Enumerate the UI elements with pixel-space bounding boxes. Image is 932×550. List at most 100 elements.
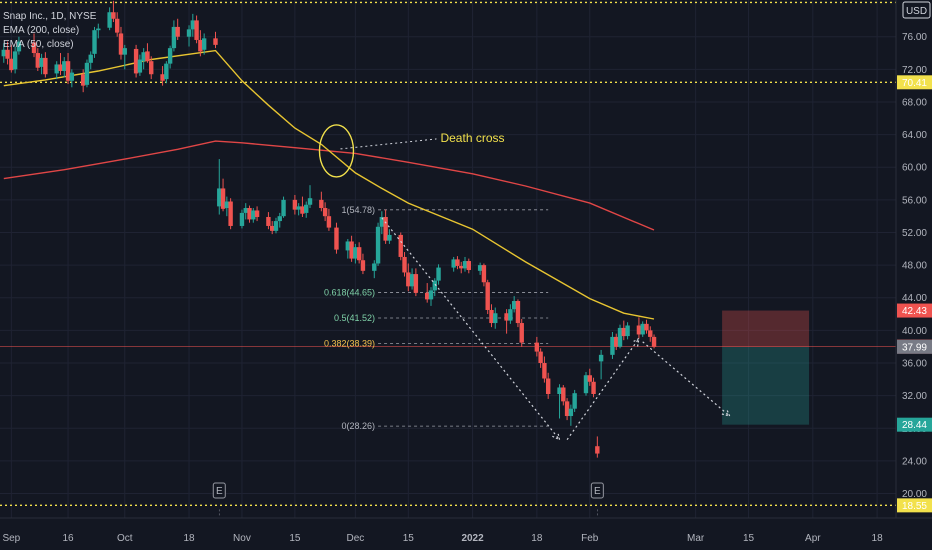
candle-body bbox=[35, 53, 41, 68]
fib-level-label: 0.618(44.65) bbox=[324, 287, 375, 297]
y-tick-label: 56.00 bbox=[902, 195, 927, 206]
arrow-line bbox=[566, 338, 640, 441]
candle-body bbox=[220, 188, 226, 209]
long-short-position[interactable] bbox=[722, 310, 810, 425]
candle-body bbox=[243, 208, 248, 213]
candle-body bbox=[360, 260, 366, 271]
candle-body bbox=[194, 20, 199, 40]
candle-body bbox=[1, 49, 6, 57]
price-tag-box bbox=[897, 303, 932, 318]
candle-body bbox=[326, 216, 332, 228]
candle-body bbox=[561, 387, 566, 402]
candle-body bbox=[644, 323, 649, 331]
candle-body bbox=[5, 49, 10, 59]
price-tag-box bbox=[897, 498, 932, 513]
candle-body bbox=[636, 325, 642, 335]
candle-body bbox=[617, 327, 623, 347]
candle-body bbox=[69, 72, 75, 81]
candle-body bbox=[402, 256, 407, 273]
arrow-line bbox=[381, 217, 560, 441]
candle-body bbox=[614, 336, 619, 347]
candle-body bbox=[534, 342, 540, 352]
candle-body bbox=[92, 30, 97, 54]
arrow-line bbox=[642, 341, 731, 417]
ema-lines bbox=[3, 49, 655, 320]
candle-body bbox=[432, 280, 437, 291]
candle-body bbox=[251, 210, 256, 220]
arrow-head bbox=[631, 337, 640, 347]
candle-body bbox=[217, 188, 222, 207]
price-tag-label: 28.44 bbox=[902, 420, 927, 431]
candle-body bbox=[481, 265, 487, 283]
candle-body bbox=[334, 227, 339, 250]
candle-body bbox=[228, 201, 233, 226]
candle-body bbox=[519, 323, 524, 343]
candle-body bbox=[564, 401, 570, 417]
chart-legend: Snap Inc., 1D, NYSE EMA (200, close) EMA… bbox=[3, 11, 97, 50]
fib-level-label: 0(28.26) bbox=[342, 421, 376, 431]
currency-badge[interactable]: USD bbox=[902, 1, 931, 19]
arrow-head bbox=[721, 408, 731, 417]
candle-body bbox=[111, 12, 116, 19]
x-tick-label: Apr bbox=[805, 533, 821, 544]
candle-body bbox=[12, 51, 18, 70]
earnings-badge-letter: E bbox=[594, 486, 601, 497]
candle-body bbox=[296, 206, 301, 210]
candle-body bbox=[171, 26, 177, 49]
x-tick-label: Sep bbox=[2, 533, 20, 544]
candle-body bbox=[198, 39, 203, 52]
candle-body bbox=[270, 225, 275, 231]
y-tick-label: 32.00 bbox=[902, 391, 927, 402]
price-tag-label: 70.41 bbox=[902, 78, 927, 89]
candle-body bbox=[247, 208, 252, 220]
candle-body bbox=[356, 247, 362, 261]
candle-body bbox=[542, 363, 547, 379]
candle-body bbox=[349, 241, 354, 259]
price-tag-box bbox=[897, 339, 932, 354]
candle-body bbox=[31, 42, 37, 54]
candle-body bbox=[84, 62, 90, 85]
candle-body bbox=[122, 48, 127, 55]
candle-body bbox=[114, 18, 120, 33]
candle-body bbox=[648, 330, 653, 337]
death-cross-annotation[interactable]: Death cross bbox=[318, 124, 505, 178]
candle-body bbox=[133, 48, 139, 74]
candle-body bbox=[640, 323, 645, 335]
y-tick-label: 36.00 bbox=[902, 359, 927, 370]
horizontal-lines[interactable] bbox=[0, 1, 896, 507]
projection-arrows[interactable] bbox=[381, 217, 731, 441]
candle-body bbox=[141, 52, 146, 62]
x-tick-label: Oct bbox=[117, 533, 133, 544]
y-tick-label: 64.00 bbox=[902, 130, 927, 141]
candle-body bbox=[137, 59, 143, 73]
currency-label: USD bbox=[906, 6, 927, 17]
candle-body bbox=[413, 274, 419, 293]
candle-body bbox=[319, 199, 324, 209]
y-axis-panel bbox=[896, 0, 932, 550]
price-tag-label: 37.99 bbox=[902, 342, 927, 353]
candle-body bbox=[511, 301, 517, 310]
candle-body bbox=[583, 375, 589, 394]
candle-body bbox=[213, 38, 218, 45]
price-tag-label: 42.43 bbox=[902, 306, 927, 317]
candle-body bbox=[462, 261, 468, 269]
earnings-badge-letter: E bbox=[216, 486, 223, 497]
earnings-badge bbox=[590, 482, 604, 499]
candle-body bbox=[485, 282, 490, 310]
candle-body bbox=[587, 375, 592, 382]
candle-body bbox=[224, 201, 230, 209]
candle-body bbox=[9, 58, 14, 71]
candle-body bbox=[504, 313, 509, 321]
candle-body bbox=[353, 247, 358, 259]
price-tag-box bbox=[897, 417, 932, 432]
candle-body bbox=[96, 28, 101, 31]
fib-retracement[interactable]: 1(54.78) 0.618(44.65) 0.5(41.52) 0.382(38.3… bbox=[324, 205, 549, 431]
currency-badge-box bbox=[902, 1, 931, 19]
x-tick-label: Feb bbox=[581, 533, 599, 544]
legend-symbol: Snap Inc., 1D, NYSE bbox=[3, 11, 97, 22]
candle-body bbox=[58, 64, 63, 71]
ema200-line bbox=[3, 140, 655, 231]
